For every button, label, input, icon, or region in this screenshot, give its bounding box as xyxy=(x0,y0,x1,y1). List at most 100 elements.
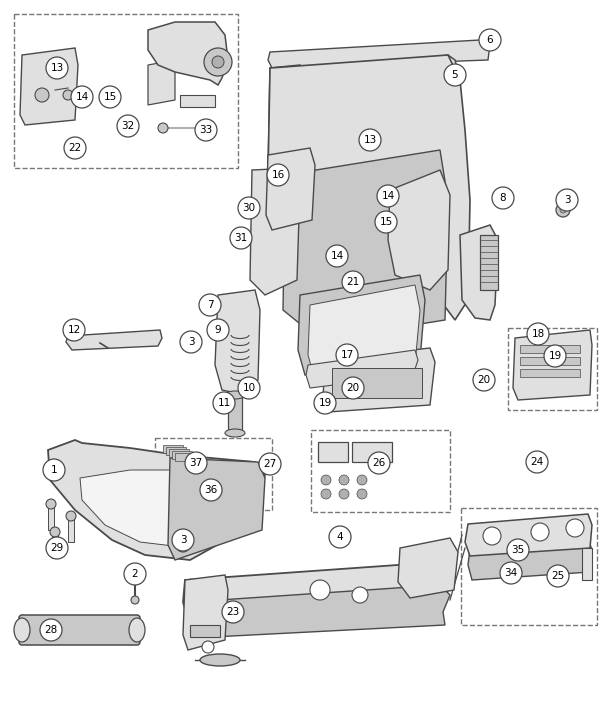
Text: 2: 2 xyxy=(131,569,139,579)
Circle shape xyxy=(326,245,348,267)
Polygon shape xyxy=(183,575,228,650)
Circle shape xyxy=(479,29,501,51)
Circle shape xyxy=(46,537,68,559)
Bar xyxy=(318,442,348,462)
Circle shape xyxy=(336,344,358,366)
Text: 1: 1 xyxy=(50,465,58,475)
Polygon shape xyxy=(268,40,490,68)
Circle shape xyxy=(357,489,367,499)
Circle shape xyxy=(185,452,207,474)
Circle shape xyxy=(492,187,514,209)
Circle shape xyxy=(377,185,399,207)
Circle shape xyxy=(544,345,566,367)
Circle shape xyxy=(238,377,260,399)
Text: 8: 8 xyxy=(500,193,506,203)
Bar xyxy=(180,95,215,107)
Text: 15: 15 xyxy=(103,92,116,102)
Circle shape xyxy=(339,489,349,499)
Text: 26: 26 xyxy=(373,458,386,468)
Polygon shape xyxy=(266,148,315,230)
Text: 28: 28 xyxy=(44,625,58,635)
Circle shape xyxy=(176,538,190,552)
Circle shape xyxy=(368,452,390,474)
Text: 30: 30 xyxy=(242,203,256,213)
Circle shape xyxy=(99,86,121,108)
Circle shape xyxy=(35,88,49,102)
Bar xyxy=(480,235,498,290)
Text: 21: 21 xyxy=(346,277,359,287)
Polygon shape xyxy=(66,330,162,350)
Text: 14: 14 xyxy=(331,251,344,261)
Polygon shape xyxy=(268,65,308,185)
Polygon shape xyxy=(268,55,470,320)
Bar xyxy=(14,14,238,168)
Text: 25: 25 xyxy=(551,571,565,581)
Circle shape xyxy=(207,319,229,341)
Polygon shape xyxy=(250,168,300,295)
Text: 7: 7 xyxy=(206,300,214,310)
Circle shape xyxy=(222,601,244,623)
Bar xyxy=(520,369,580,377)
Polygon shape xyxy=(20,48,78,125)
Bar xyxy=(52,530,58,558)
Bar xyxy=(166,447,186,455)
Bar xyxy=(163,445,183,453)
Bar xyxy=(311,430,450,512)
Ellipse shape xyxy=(225,429,245,437)
Circle shape xyxy=(321,489,331,499)
Circle shape xyxy=(200,479,222,501)
Circle shape xyxy=(43,459,65,481)
Bar xyxy=(68,514,74,542)
Circle shape xyxy=(566,519,584,537)
Bar xyxy=(352,442,392,462)
Circle shape xyxy=(560,207,566,213)
Circle shape xyxy=(124,563,146,585)
Polygon shape xyxy=(323,348,435,412)
Circle shape xyxy=(507,539,529,561)
Circle shape xyxy=(213,392,235,414)
Text: 35: 35 xyxy=(511,545,524,555)
Circle shape xyxy=(63,90,73,100)
Circle shape xyxy=(267,164,289,186)
Text: 6: 6 xyxy=(487,35,493,45)
Bar xyxy=(332,368,422,398)
Circle shape xyxy=(329,526,351,548)
Polygon shape xyxy=(48,440,265,560)
Circle shape xyxy=(259,453,281,475)
Circle shape xyxy=(195,119,217,141)
Text: 18: 18 xyxy=(532,329,545,339)
Polygon shape xyxy=(148,60,175,105)
Text: 20: 20 xyxy=(346,383,359,393)
Polygon shape xyxy=(398,538,458,598)
Polygon shape xyxy=(148,22,228,85)
Circle shape xyxy=(556,203,570,217)
Text: 15: 15 xyxy=(379,217,392,227)
Circle shape xyxy=(46,499,56,509)
Text: 37: 37 xyxy=(190,458,203,468)
Circle shape xyxy=(526,451,548,473)
Text: 3: 3 xyxy=(563,195,571,205)
Text: 31: 31 xyxy=(235,233,248,243)
Polygon shape xyxy=(468,538,592,580)
Text: 34: 34 xyxy=(505,568,518,578)
Circle shape xyxy=(310,580,330,600)
Bar xyxy=(582,548,592,580)
Ellipse shape xyxy=(200,654,240,666)
Bar xyxy=(48,502,54,530)
Bar xyxy=(508,328,597,410)
Bar xyxy=(520,357,580,365)
Text: 11: 11 xyxy=(217,398,230,408)
Text: 13: 13 xyxy=(364,135,377,145)
Polygon shape xyxy=(308,285,420,380)
Circle shape xyxy=(131,596,139,604)
Bar xyxy=(172,451,192,459)
Text: 17: 17 xyxy=(340,350,353,360)
Ellipse shape xyxy=(129,618,145,642)
Circle shape xyxy=(66,511,76,521)
Circle shape xyxy=(204,48,232,76)
Polygon shape xyxy=(418,55,460,150)
Circle shape xyxy=(342,377,364,399)
Circle shape xyxy=(172,529,194,551)
Circle shape xyxy=(352,587,368,603)
Circle shape xyxy=(180,542,186,548)
